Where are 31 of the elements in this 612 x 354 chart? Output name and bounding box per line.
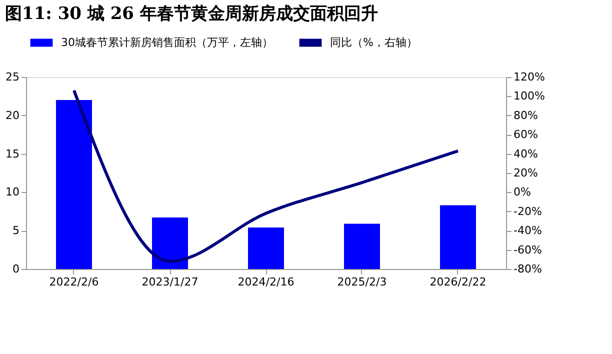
y2-tick-label: -80% <box>514 262 542 276</box>
x-tick-label: 2026/2/22 <box>430 276 486 288</box>
y-tick-label: 0 <box>12 262 20 276</box>
y-tick-label: 25 <box>6 70 20 84</box>
bar <box>344 224 380 269</box>
y2-tick-label: 80% <box>514 108 538 122</box>
legend-label: 同比（%，右轴） <box>330 36 418 49</box>
bar <box>440 205 476 269</box>
legend-label: 30城春节累计新房销售面积（万平，左轴） <box>61 36 273 49</box>
y2-tick-label: 120% <box>514 70 545 84</box>
y-tick-label: 10 <box>6 186 20 199</box>
line-series <box>72 88 460 263</box>
y2-tick-label: -40% <box>514 224 542 238</box>
bar <box>248 228 284 269</box>
y-tick-label: 5 <box>12 224 20 238</box>
y2-tick-label: 100% <box>514 90 545 103</box>
y2-tick-label: 20% <box>514 166 538 180</box>
y2-tick-label: 40% <box>514 147 538 160</box>
y-tick-label: 15 <box>6 147 20 160</box>
x-tick-label: 2025/2/3 <box>337 276 387 288</box>
x-tick-label: 2023/1/27 <box>142 276 198 288</box>
y2-tick-label: -60% <box>514 243 542 256</box>
x-tick-label: 2022/2/6 <box>49 276 99 288</box>
bar <box>56 100 92 269</box>
y2-tick-label: 60% <box>514 128 538 142</box>
y2-tick-label: 0% <box>514 186 531 199</box>
bar <box>152 218 188 269</box>
y-tick-label: 20 <box>6 108 20 122</box>
y2-tick-label: -20% <box>514 204 542 218</box>
chart-title: 图11: 30 城 26 年春节黄金周新房成交面积回升 <box>5 4 378 24</box>
x-tick-label: 2024/2/16 <box>238 276 294 288</box>
